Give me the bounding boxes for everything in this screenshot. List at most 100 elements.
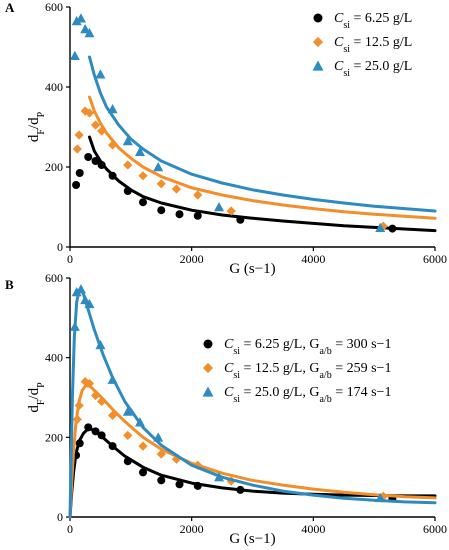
data-point xyxy=(75,169,84,177)
legend-item: Csi = 12.5 g/L xyxy=(312,35,412,55)
data-point xyxy=(123,160,133,170)
legend-text: = 300 s−1 xyxy=(332,337,392,352)
legend-item: Csi = 25.0 g/L xyxy=(312,59,412,79)
legend-g: G xyxy=(309,361,319,376)
data-point xyxy=(214,472,225,482)
data-point xyxy=(193,190,203,200)
y-tick-label: 400 xyxy=(45,80,63,94)
legend-g: G xyxy=(309,337,319,352)
data-point xyxy=(75,13,86,23)
data-point xyxy=(157,206,166,215)
data-point xyxy=(153,162,164,172)
data-point xyxy=(122,406,133,416)
data-point xyxy=(156,449,166,459)
y-label-part: d xyxy=(26,405,42,413)
data-point xyxy=(123,187,132,195)
fit-line xyxy=(68,427,437,519)
data-point xyxy=(108,171,117,180)
legend-label: Csi = 12.5 g/L xyxy=(334,35,412,55)
legend-marker xyxy=(312,36,324,48)
data-point xyxy=(84,423,93,432)
y-axis-label: dF/dP xyxy=(26,382,47,413)
data-point xyxy=(74,400,84,411)
y-label-subscript: P xyxy=(36,111,47,117)
legend-c: C xyxy=(334,59,344,74)
y-tick-label: 0 xyxy=(57,240,63,254)
panel-letter: B xyxy=(5,277,14,292)
y-label-subscript: F xyxy=(36,399,47,405)
legend-text: = 12.5 g/L xyxy=(350,35,412,50)
data-point xyxy=(236,485,245,494)
data-point xyxy=(156,179,166,189)
legend-marker xyxy=(312,60,324,71)
series-0 xyxy=(68,423,437,519)
data-point xyxy=(171,454,182,464)
data-point xyxy=(107,374,118,384)
data-point xyxy=(375,222,386,233)
legend-text: = 6.25 g/L, xyxy=(240,337,309,352)
data-point xyxy=(69,50,80,61)
data-point xyxy=(91,157,100,165)
legend-c: C xyxy=(224,361,234,376)
legend-label: Csi = 6.25 g/L, Ga/b = 300 s−1 xyxy=(224,337,391,357)
legend-item: Csi = 6.25 g/L xyxy=(313,11,412,31)
x-tick-label: 4000 xyxy=(301,252,325,266)
data-point xyxy=(139,198,147,207)
y-tick-label: 0 xyxy=(57,510,63,524)
data-point xyxy=(90,120,101,130)
legend-text: = 12.5 g/L, xyxy=(240,361,309,376)
legend-subscript: si xyxy=(233,370,240,381)
legend-text: = 25.0 g/L xyxy=(350,59,412,74)
data-point xyxy=(95,69,106,79)
y-tick-label: 200 xyxy=(45,160,63,174)
legend-c: C xyxy=(224,337,234,352)
legend-item: Csi = 25.0 g/L, Ga/b = 174 s−1 xyxy=(202,385,391,405)
data-point xyxy=(157,476,166,485)
data-point xyxy=(236,215,245,224)
data-point xyxy=(134,417,145,427)
y-label-subscript: F xyxy=(36,129,47,135)
y-tick-label: 400 xyxy=(45,351,63,365)
legend-subscript: si xyxy=(233,394,240,405)
legend-subscript: si xyxy=(343,20,350,31)
x-axis-label: G (s−1) xyxy=(229,261,275,277)
data-point xyxy=(84,298,95,309)
panel-b: B 0 2000 4000 6000 0 200 400 600 G (s−1) dF/dP Csi … xyxy=(5,271,447,547)
data-point xyxy=(107,104,118,114)
data-point xyxy=(74,130,84,140)
y-label-part: /d xyxy=(26,387,42,399)
data-point xyxy=(107,410,118,421)
x-tick-label: 2000 xyxy=(180,252,204,266)
data-point xyxy=(193,211,202,220)
data-point xyxy=(123,430,133,440)
legend-c: C xyxy=(224,385,234,400)
fit-line xyxy=(88,55,437,213)
series-1 xyxy=(68,376,437,519)
panel-letter: A xyxy=(5,0,15,15)
data-point xyxy=(375,492,386,503)
legend-subscript: si xyxy=(233,346,240,357)
data-point xyxy=(138,171,148,181)
data-point xyxy=(84,153,93,161)
data-point xyxy=(214,202,225,212)
y-axis-label: dF/dP xyxy=(26,111,47,142)
data-point xyxy=(107,140,118,150)
data-point xyxy=(193,481,202,490)
data-point xyxy=(71,286,82,297)
data-point xyxy=(97,126,107,136)
legend-subscript: a/b xyxy=(319,346,331,357)
y-tick-label: 600 xyxy=(45,0,63,14)
legend-label: Csi = 25.0 g/L xyxy=(334,59,412,79)
series-1 xyxy=(72,95,437,231)
data-point xyxy=(97,396,107,407)
data-point xyxy=(171,184,182,194)
legend-c: C xyxy=(334,11,344,26)
data-point xyxy=(175,210,184,219)
data-point xyxy=(75,439,84,448)
series-2 xyxy=(68,284,437,519)
legend-label: Csi = 12.5 g/L, Ga/b = 259 s−1 xyxy=(224,361,391,381)
data-point xyxy=(97,431,106,440)
legend-marker xyxy=(203,339,213,349)
